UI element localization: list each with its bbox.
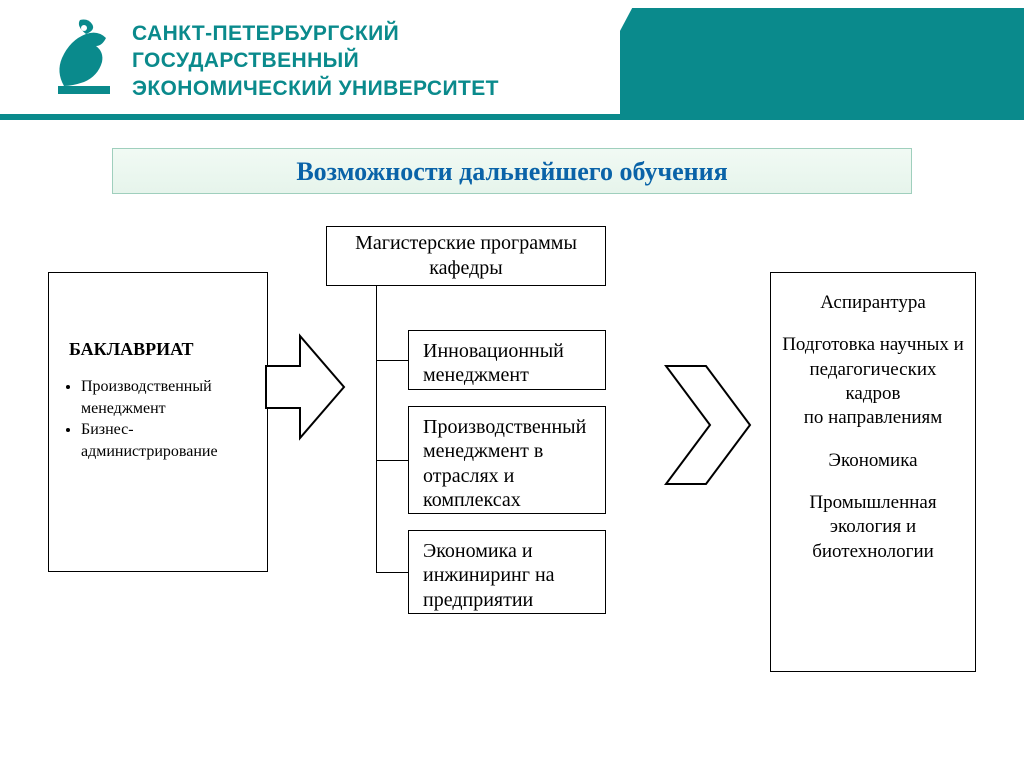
- masters-heading-text: Магистерские программы кафедры: [327, 231, 605, 281]
- tree-hline-1: [376, 360, 408, 361]
- slide-canvas: САНКТ-ПЕТЕРБУРГСКИЙ ГОСУДАРСТВЕННЫЙ ЭКОН…: [0, 0, 1024, 768]
- university-name-line1: САНКТ-ПЕТЕРБУРГСКИЙ: [132, 20, 499, 47]
- tree-vertical-line: [376, 286, 377, 572]
- chevron-arrow-icon: [660, 360, 756, 490]
- program-box-1: Инновационный менеджмент: [408, 330, 606, 390]
- arrow-bachelor-to-masters-icon: [262, 332, 348, 442]
- program-box-2: Производственный менеджмент в отраслях и…: [408, 406, 606, 514]
- postgrad-p2b: по направлениям: [781, 406, 965, 430]
- bachelor-item: Производственный менеджмент: [81, 376, 257, 419]
- bachelor-box: БАКЛАВРИАТ Производственный менеджмент Б…: [48, 272, 268, 572]
- masters-heading-box: Магистерские программы кафедры: [326, 226, 606, 286]
- university-name: САНКТ-ПЕТЕРБУРГСКИЙ ГОСУДАРСТВЕННЫЙ ЭКОН…: [132, 20, 499, 102]
- postgrad-p1: Аспирантура: [781, 291, 965, 315]
- tree-hline-3: [376, 572, 408, 573]
- program-box-3: Экономика и инжиниринг на предприятии: [408, 530, 606, 614]
- university-name-line2: ГОСУДАРСТВЕННЫЙ: [132, 47, 499, 74]
- postgrad-box: Аспирантура Подготовка научных и педагог…: [770, 272, 976, 672]
- header-underline: [0, 114, 1024, 120]
- slide-title: Возможности дальнейшего обучения: [112, 148, 912, 194]
- university-name-line3: ЭКОНОМИЧЕСКИЙ УНИВЕРСИТЕТ: [132, 75, 499, 102]
- postgrad-p4: Промышленная экология и биотехнологии: [781, 491, 965, 564]
- postgrad-p3: Экономика: [781, 449, 965, 473]
- bachelor-item: Бизнес-администрирование: [81, 419, 257, 462]
- bachelor-list: Производственный менеджмент Бизнес-админ…: [63, 376, 257, 462]
- bachelor-heading: БАКЛАВРИАТ: [69, 339, 257, 360]
- postgrad-p2-group: Подготовка научных и педагогических кадр…: [781, 333, 965, 430]
- university-logo-icon: [52, 16, 116, 98]
- tree-hline-2: [376, 460, 408, 461]
- postgrad-p2: Подготовка научных и педагогических кадр…: [781, 333, 965, 406]
